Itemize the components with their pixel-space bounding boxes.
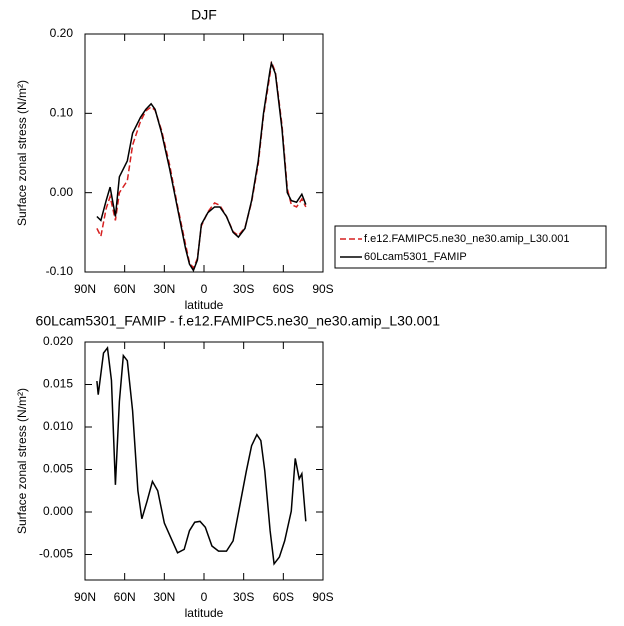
y-tick-label: 0.20 <box>50 26 74 40</box>
chart-title: DJF <box>191 7 217 23</box>
legend-label: 60Lcam5301_FAMIP <box>364 251 467 263</box>
legend-label: f.e12.FAMIPC5.ne30_ne30.amip_L30.001 <box>364 233 569 245</box>
y-tick-label: 0.015 <box>43 377 73 391</box>
x-tick-label: 60N <box>114 282 136 296</box>
data-line <box>96 346 307 566</box>
y-tick-label: 0.005 <box>43 462 73 476</box>
y-tick-label: 0.010 <box>43 419 73 433</box>
x-tick-label: 30N <box>153 282 175 296</box>
plot-frame <box>84 33 324 273</box>
y-tick-label: 0.00 <box>50 185 74 199</box>
y-tick-label: 0.000 <box>43 504 73 518</box>
data-line <box>96 60 307 273</box>
x-tick-label: 30S <box>233 590 254 604</box>
y-axis-label: Surface zonal stress (N/m²) <box>15 388 29 534</box>
x-tick-label: 90N <box>74 282 96 296</box>
y-tick-label: -0.10 <box>46 264 74 278</box>
x-tick-label: 90N <box>74 590 96 604</box>
x-tick-label: 90S <box>312 590 333 604</box>
legend-box <box>334 225 607 269</box>
x-tick-label: 60S <box>273 282 294 296</box>
y-tick-label: 0.020 <box>43 334 73 348</box>
chart-title: 60Lcam5301_FAMIP - f.e12.FAMIPC5.ne30_ne… <box>36 313 441 329</box>
x-tick-label: 60S <box>273 590 294 604</box>
y-axis-label: Surface zonal stress (N/m²) <box>15 80 29 226</box>
x-axis-label: latitude <box>185 298 224 312</box>
x-tick-label: 0 <box>201 590 208 604</box>
x-tick-label: 30N <box>153 590 175 604</box>
data-line <box>96 61 307 270</box>
x-tick-label: 0 <box>201 282 208 296</box>
x-tick-label: 90S <box>312 282 333 296</box>
x-tick-label: 30S <box>233 282 254 296</box>
y-tick-label: 0.10 <box>50 106 74 120</box>
x-axis-label: latitude <box>185 606 224 620</box>
y-tick-label: -0.005 <box>39 547 73 561</box>
x-tick-label: 60N <box>114 590 136 604</box>
plot-frame <box>84 341 324 581</box>
